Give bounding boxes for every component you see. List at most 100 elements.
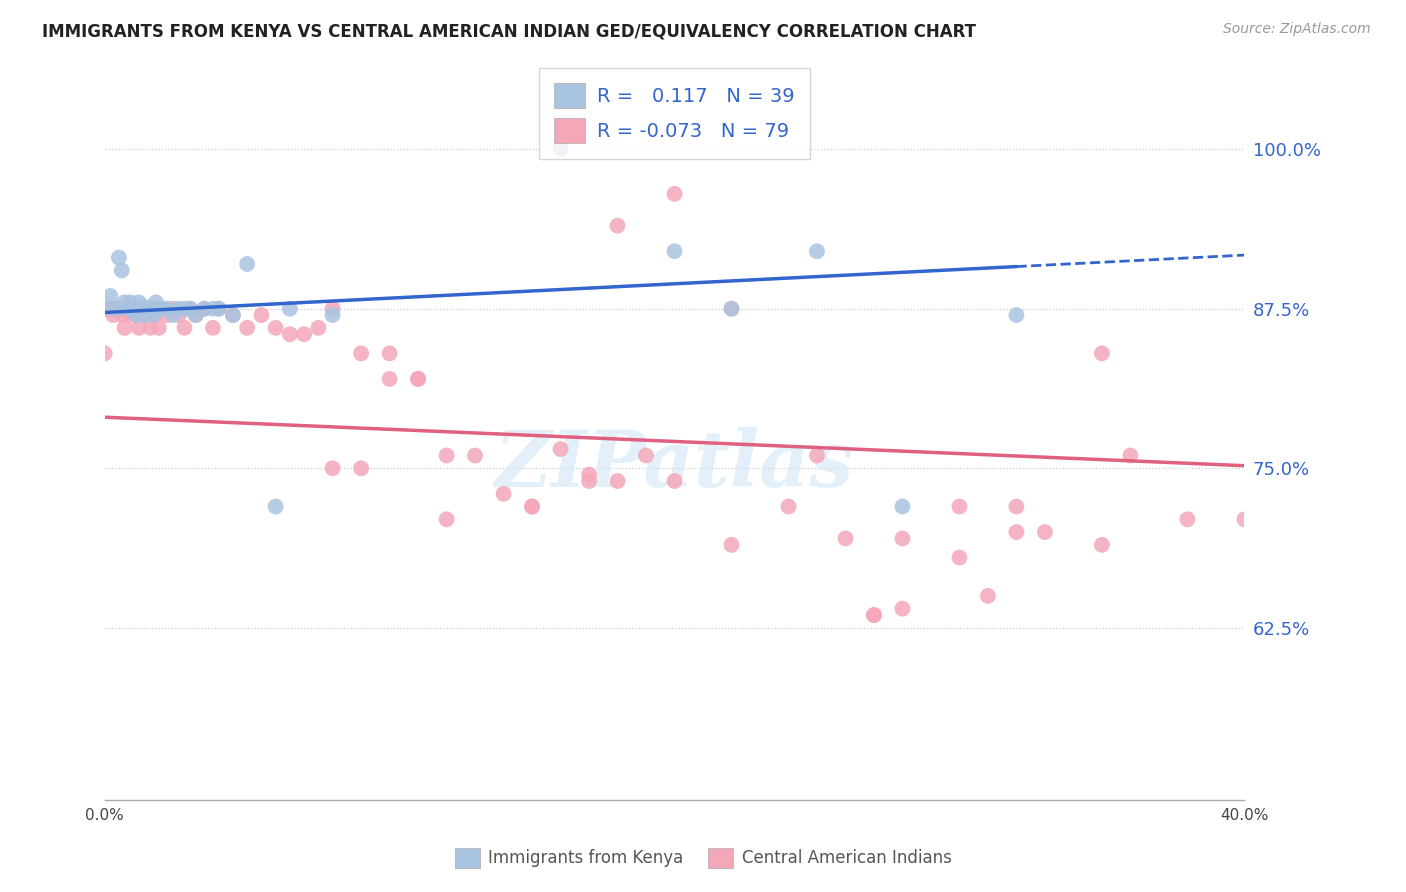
- Point: [891, 601, 914, 615]
- Legend: Immigrants from Kenya, Central American Indians: Immigrants from Kenya, Central American …: [449, 841, 957, 875]
- Point: [250, 308, 273, 322]
- Point: [778, 500, 800, 514]
- Text: Source: ZipAtlas.com: Source: ZipAtlas.com: [1223, 22, 1371, 37]
- Point: [1005, 525, 1028, 540]
- Point: [606, 474, 628, 488]
- Point: [664, 244, 686, 259]
- Point: [222, 308, 245, 322]
- Point: [322, 308, 344, 322]
- Point: [103, 308, 125, 322]
- Point: [1033, 525, 1056, 540]
- Point: [236, 257, 259, 271]
- Point: [128, 295, 150, 310]
- Point: [292, 327, 315, 342]
- Point: [1091, 538, 1114, 552]
- Point: [145, 295, 167, 310]
- Point: [93, 301, 115, 316]
- Point: [834, 532, 856, 546]
- Point: [114, 295, 136, 310]
- Point: [111, 308, 134, 322]
- Point: [806, 244, 828, 259]
- Point: [148, 321, 170, 335]
- Point: [114, 321, 136, 335]
- Point: [1005, 308, 1028, 322]
- Point: [120, 295, 142, 310]
- Point: [222, 308, 245, 322]
- Point: [278, 301, 301, 316]
- Point: [122, 301, 145, 316]
- Point: [117, 301, 139, 316]
- Point: [145, 308, 167, 322]
- Point: [125, 308, 148, 322]
- Point: [108, 251, 131, 265]
- Point: [550, 442, 572, 456]
- Point: [492, 487, 515, 501]
- Point: [1091, 346, 1114, 360]
- Point: [948, 550, 970, 565]
- Text: ZIPatlas: ZIPatlas: [495, 427, 855, 504]
- Point: [1177, 512, 1199, 526]
- Point: [139, 321, 162, 335]
- Point: [201, 301, 224, 316]
- Point: [208, 301, 231, 316]
- Point: [128, 321, 150, 335]
- Point: [125, 308, 148, 322]
- Point: [117, 301, 139, 316]
- Point: [863, 608, 886, 623]
- Point: [720, 538, 742, 552]
- Point: [105, 301, 128, 316]
- Point: [550, 142, 572, 156]
- Point: [350, 346, 373, 360]
- Point: [100, 289, 122, 303]
- Point: [139, 301, 162, 316]
- Legend: R =   0.117   N = 39, R = -0.073   N = 79: R = 0.117 N = 39, R = -0.073 N = 79: [538, 68, 810, 159]
- Point: [105, 301, 128, 316]
- Point: [863, 608, 886, 623]
- Point: [142, 301, 165, 316]
- Point: [150, 301, 173, 316]
- Point: [131, 301, 153, 316]
- Point: [891, 500, 914, 514]
- Point: [578, 474, 600, 488]
- Point: [167, 301, 190, 316]
- Point: [664, 474, 686, 488]
- Point: [148, 301, 170, 316]
- Point: [520, 500, 543, 514]
- Point: [264, 500, 287, 514]
- Point: [378, 346, 401, 360]
- Point: [173, 321, 195, 335]
- Point: [93, 301, 115, 316]
- Point: [167, 308, 190, 322]
- Point: [179, 301, 201, 316]
- Point: [1233, 512, 1256, 526]
- Point: [322, 301, 344, 316]
- Point: [464, 449, 486, 463]
- Point: [173, 301, 195, 316]
- Point: [606, 219, 628, 233]
- Point: [634, 449, 657, 463]
- Point: [1005, 500, 1028, 514]
- Point: [520, 500, 543, 514]
- Point: [977, 589, 1000, 603]
- Point: [122, 301, 145, 316]
- Point: [406, 372, 429, 386]
- Point: [720, 301, 742, 316]
- Point: [948, 500, 970, 514]
- Point: [891, 532, 914, 546]
- Point: [120, 308, 142, 322]
- Point: [578, 467, 600, 482]
- Point: [184, 308, 207, 322]
- Point: [193, 301, 215, 316]
- Point: [278, 327, 301, 342]
- Point: [720, 301, 742, 316]
- Point: [136, 301, 159, 315]
- Point: [436, 449, 458, 463]
- Point: [150, 301, 173, 316]
- Point: [179, 301, 201, 316]
- Point: [208, 301, 231, 316]
- Point: [134, 308, 156, 322]
- Point: [100, 301, 122, 316]
- Point: [806, 449, 828, 463]
- Point: [236, 321, 259, 335]
- Point: [664, 186, 686, 201]
